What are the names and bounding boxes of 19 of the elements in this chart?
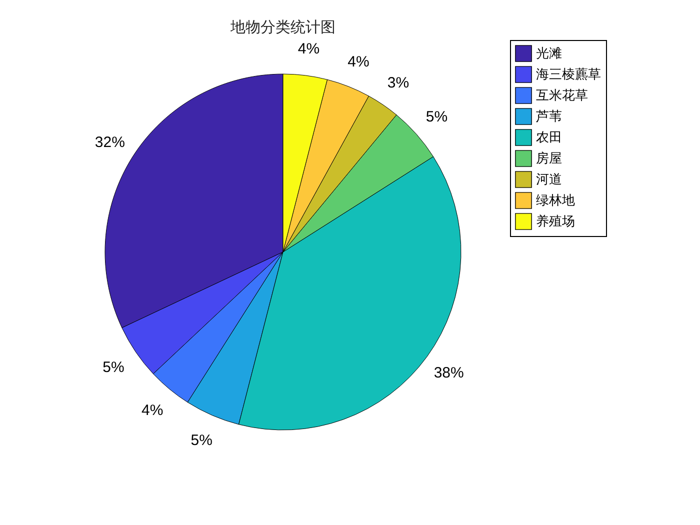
chart-title: 地物分类统计图 (230, 18, 336, 36)
legend-label: 绿林地 (536, 194, 575, 208)
data-label: 3% (387, 74, 410, 92)
data-label: 5% (190, 432, 212, 450)
legend-label: 互米花草 (536, 88, 588, 104)
legend-label: 海三棱藨草 (536, 68, 601, 82)
data-label: 4% (141, 402, 164, 419)
data-label: 4% (298, 40, 320, 58)
data-label: 5% (102, 359, 124, 376)
legend-label: 河道 (536, 172, 562, 188)
legend-label: 养殖场 (536, 214, 575, 230)
legend-label: 芦苇 (536, 110, 562, 124)
legend-label: 农田 (536, 130, 562, 146)
legend-label: 光滩 (536, 46, 562, 62)
legend-label: 房屋 (536, 150, 562, 166)
data-label: 32% (94, 134, 125, 152)
data-label: 38% (434, 364, 464, 382)
data-label: 5% (426, 108, 448, 126)
data-label: 4% (348, 53, 370, 70)
